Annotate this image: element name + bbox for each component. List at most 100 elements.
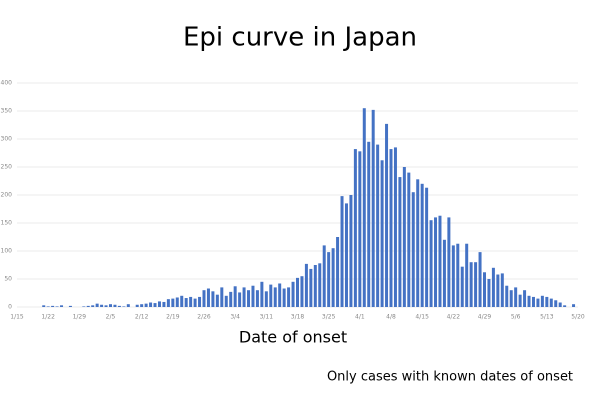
bar bbox=[202, 290, 206, 307]
bar bbox=[434, 217, 438, 307]
x-tick-label: 2/12 bbox=[135, 314, 149, 321]
bar bbox=[572, 304, 576, 307]
bar bbox=[505, 285, 509, 307]
bar bbox=[496, 274, 500, 307]
bar bbox=[269, 284, 273, 307]
bar bbox=[416, 179, 420, 307]
bar bbox=[166, 299, 170, 307]
y-tick-label: 300 bbox=[1, 136, 13, 143]
x-tick-label: 3/18 bbox=[291, 314, 305, 321]
bar bbox=[474, 262, 478, 307]
bar bbox=[442, 239, 446, 307]
bar bbox=[224, 295, 228, 307]
x-tick-label: 5/20 bbox=[571, 314, 585, 321]
bar bbox=[51, 305, 55, 307]
x-tick-label: 2/5 bbox=[106, 314, 116, 321]
bar bbox=[251, 285, 255, 307]
x-tick-label: 3/4 bbox=[230, 314, 240, 321]
bar bbox=[500, 273, 504, 307]
bar bbox=[215, 294, 219, 307]
bar bbox=[367, 141, 371, 307]
bar bbox=[407, 172, 411, 307]
bar bbox=[153, 303, 157, 307]
bar bbox=[362, 108, 366, 307]
bar bbox=[60, 305, 64, 307]
bar bbox=[180, 295, 184, 307]
bar bbox=[175, 297, 179, 307]
bar bbox=[82, 306, 86, 307]
bar bbox=[358, 151, 362, 307]
bar bbox=[420, 183, 424, 307]
bar bbox=[331, 248, 335, 307]
bar bbox=[371, 109, 375, 307]
bar bbox=[304, 263, 308, 307]
bar bbox=[336, 237, 340, 307]
bar bbox=[456, 243, 460, 307]
bar bbox=[425, 187, 429, 307]
bar bbox=[483, 272, 486, 307]
bar bbox=[469, 262, 473, 307]
bar bbox=[255, 290, 259, 307]
y-tick-label: 200 bbox=[1, 192, 13, 199]
x-tick-label: 1/15 bbox=[10, 314, 24, 321]
bar bbox=[313, 265, 317, 307]
bar bbox=[211, 291, 215, 307]
x-tick-label: 4/8 bbox=[386, 314, 396, 321]
bar bbox=[465, 243, 469, 307]
bar bbox=[91, 305, 95, 307]
bar bbox=[46, 306, 50, 307]
bar bbox=[144, 303, 148, 307]
x-axis-label: Date of onset bbox=[239, 328, 347, 347]
bar bbox=[95, 303, 99, 307]
chart-title: Epi curve in Japan bbox=[183, 23, 417, 53]
bar bbox=[238, 292, 242, 307]
bar bbox=[189, 296, 193, 307]
bar bbox=[198, 296, 202, 307]
x-tick-label: 4/22 bbox=[447, 314, 461, 321]
bar bbox=[318, 263, 322, 307]
bar bbox=[429, 220, 433, 307]
x-tick-label: 4/15 bbox=[415, 314, 429, 321]
bar bbox=[380, 160, 384, 307]
bar bbox=[86, 305, 90, 307]
bar bbox=[549, 298, 553, 307]
bar bbox=[135, 304, 139, 307]
bar bbox=[509, 290, 513, 307]
x-tick-label: 1/22 bbox=[41, 314, 55, 321]
y-tick-label: 350 bbox=[1, 108, 13, 115]
bar bbox=[68, 305, 72, 307]
bar bbox=[527, 295, 531, 307]
bar bbox=[104, 305, 108, 307]
bar bbox=[344, 203, 348, 307]
bar bbox=[514, 287, 518, 307]
bar bbox=[349, 195, 353, 307]
bar bbox=[296, 277, 299, 307]
bar bbox=[531, 296, 535, 307]
bar bbox=[242, 287, 246, 307]
bar bbox=[42, 305, 46, 307]
y-tick-label: 50 bbox=[4, 276, 12, 283]
bar bbox=[327, 252, 331, 307]
bar bbox=[322, 245, 326, 307]
x-tick-label: 2/19 bbox=[166, 314, 180, 321]
bar bbox=[478, 252, 482, 307]
bar bbox=[385, 123, 389, 307]
bar bbox=[460, 266, 464, 307]
bar bbox=[353, 149, 357, 307]
x-tick-label: 4/29 bbox=[478, 314, 492, 321]
bar bbox=[109, 304, 112, 307]
bar bbox=[278, 283, 282, 307]
bar bbox=[149, 302, 153, 307]
bar bbox=[229, 291, 233, 307]
bar bbox=[402, 167, 406, 307]
bar bbox=[389, 149, 393, 307]
bar bbox=[536, 298, 540, 307]
bar bbox=[545, 296, 549, 307]
bar bbox=[411, 192, 415, 307]
bar bbox=[184, 298, 188, 307]
bar bbox=[55, 306, 59, 307]
bar bbox=[558, 302, 562, 307]
bar bbox=[563, 305, 567, 307]
y-tick-label: 400 bbox=[1, 80, 13, 87]
